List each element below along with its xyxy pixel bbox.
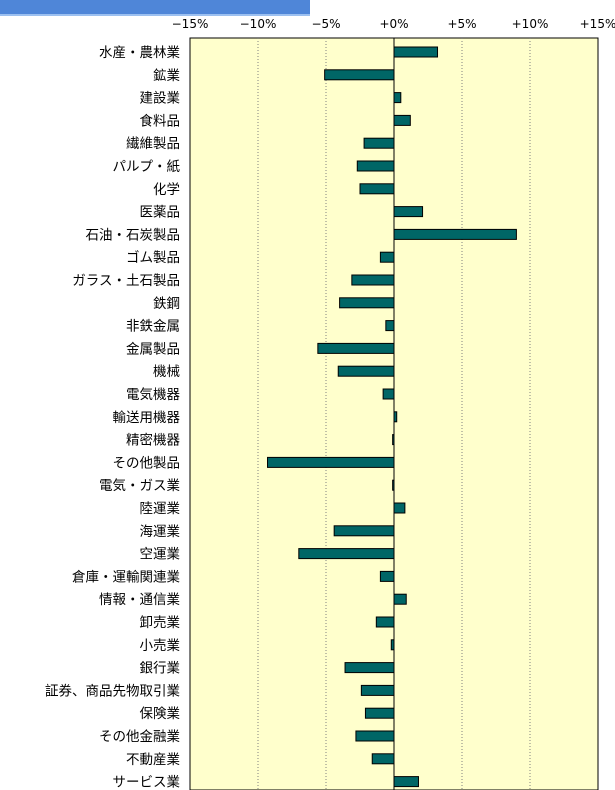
category-label: 水産・農林業	[99, 45, 180, 61]
category-label: 鉄鋼	[153, 296, 180, 312]
bar	[356, 160, 395, 172]
category-label: 証券、商品先物取引業	[45, 683, 180, 699]
x-tick-label: +5%	[447, 17, 476, 31]
category-label: 銀行業	[140, 661, 181, 677]
category-label: その他製品	[113, 455, 181, 471]
bar	[355, 730, 395, 742]
bar	[382, 388, 395, 400]
bar	[393, 593, 407, 605]
bar	[298, 548, 395, 560]
category-label: 化学	[153, 182, 180, 198]
x-tick-label: +15%	[580, 17, 615, 31]
bar	[351, 274, 395, 286]
bar	[267, 456, 395, 468]
bar	[371, 753, 395, 765]
bar	[363, 137, 395, 149]
x-tick-label: −15%	[172, 17, 209, 31]
category-label: 建設業	[140, 91, 181, 107]
x-tick-label: +10%	[512, 17, 549, 31]
category-label: 電気機器	[126, 387, 180, 403]
x-tick-label: −5%	[311, 17, 340, 31]
bar	[385, 320, 395, 332]
bar	[393, 206, 424, 218]
category-label: 食料品	[140, 112, 181, 129]
bar	[359, 183, 395, 195]
category-label: パルプ・紙	[113, 159, 181, 175]
bar	[393, 502, 406, 514]
category-label: 海運業	[140, 524, 181, 540]
bar	[393, 228, 517, 240]
category-label: 情報・通信業	[99, 592, 180, 608]
bar	[337, 365, 395, 377]
bar	[344, 662, 395, 674]
category-label: 医薬品	[140, 205, 181, 221]
category-label: 石油・石炭製品	[86, 227, 181, 243]
bar	[393, 776, 419, 788]
bar	[375, 616, 395, 628]
bar	[360, 684, 395, 696]
category-label: 非鉄金属	[126, 319, 180, 335]
top-banner	[0, 0, 310, 16]
x-tick-label: +0%	[379, 17, 408, 31]
bar	[393, 92, 402, 104]
bar	[317, 342, 395, 354]
category-label: サービス業	[113, 775, 181, 790]
category-label: 陸運業	[140, 501, 181, 517]
category-label: ガラス・土石製品	[72, 273, 180, 289]
bar	[333, 525, 395, 537]
bar	[393, 114, 411, 126]
category-label: 電気・ガス業	[99, 478, 180, 494]
bar	[393, 46, 439, 58]
bar	[324, 69, 395, 81]
category-label: 機械	[153, 364, 180, 380]
x-tick-label: −10%	[240, 17, 277, 31]
category-label: 不動産業	[126, 752, 180, 768]
category-label: 小売業	[140, 638, 181, 654]
category-label: 金属製品	[126, 341, 180, 357]
category-label: 精密機器	[126, 432, 180, 449]
bar	[379, 570, 395, 582]
category-label: 輸送用機器	[113, 410, 181, 426]
category-label: ゴム製品	[126, 249, 180, 266]
bar	[364, 707, 395, 719]
category-label: 繊維製品	[126, 136, 180, 152]
category-label: 保険業	[140, 706, 181, 722]
category-label: 倉庫・運輸関連業	[72, 569, 180, 585]
bar	[339, 297, 395, 309]
category-label: 空運業	[140, 547, 181, 563]
category-label: 鉱業	[153, 68, 180, 84]
category-label: 卸売業	[140, 615, 181, 631]
category-label: その他金融業	[99, 729, 180, 745]
bar	[379, 251, 395, 263]
